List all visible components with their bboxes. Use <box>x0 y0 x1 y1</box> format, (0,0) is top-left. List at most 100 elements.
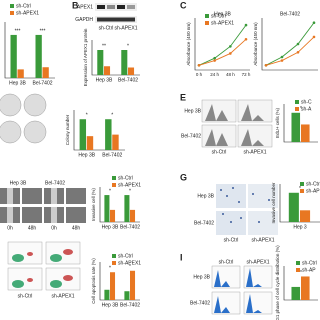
annotation: sh-Ctrl <box>99 25 114 31</box>
axis <box>261 18 318 71</box>
legend-swatch <box>10 11 14 15</box>
legend-swatch <box>295 107 299 111</box>
annotation: sh-Ctrl <box>18 293 33 299</box>
bar <box>291 112 301 142</box>
x-tick-label: Bel-7402 <box>120 224 140 230</box>
annotation: 0h <box>7 225 13 231</box>
bar <box>10 34 17 78</box>
point <box>296 50 300 54</box>
annotation: 48h <box>72 225 81 231</box>
annotation: Hep 3B <box>10 180 27 186</box>
wound-gaps <box>7 188 57 223</box>
bar <box>124 291 130 300</box>
legend-swatch <box>300 189 304 193</box>
legend-label: sh-A <box>301 106 312 112</box>
point <box>213 59 216 62</box>
significance: ** <box>102 43 106 49</box>
annotation: sh-APEX1 <box>243 149 266 155</box>
x-tick-label: Bel-7402 <box>118 77 138 83</box>
bar <box>97 50 104 75</box>
band <box>97 17 135 22</box>
significance: *** <box>40 28 46 34</box>
y-axis-label: Cell apoptosis rate (%) <box>91 258 96 304</box>
y-axis-label: Invasive cell number <box>271 182 276 224</box>
significance: *** <box>15 28 21 34</box>
bar <box>124 195 130 222</box>
band <box>97 5 105 9</box>
x-tick-label: Bel-7402 <box>120 302 140 308</box>
chart-title: Hep 3B <box>214 11 231 17</box>
legend-label: sh-Ctrl <box>306 181 320 187</box>
significance: * <box>109 188 111 194</box>
legend-swatch <box>296 268 300 272</box>
annotation: APEX1 <box>77 4 93 10</box>
point <box>280 59 284 62</box>
legend-swatch <box>295 100 299 104</box>
point <box>244 23 248 27</box>
bar <box>288 192 299 222</box>
y-axis-label: Colony number <box>65 114 70 145</box>
bar <box>42 67 49 78</box>
annotation: sh-Ctrl <box>224 237 239 243</box>
bar <box>130 270 136 300</box>
y-axis-label: Expression of APEX1 protein <box>83 28 88 86</box>
legend-label: sh-APEX1 <box>118 182 141 188</box>
panel-letter: G <box>180 172 187 182</box>
panel-letter: E <box>180 92 186 102</box>
legend-swatch <box>112 254 116 258</box>
point <box>213 56 216 60</box>
legend-swatch <box>112 176 116 180</box>
x-tick-label: 48 h <box>226 72 235 77</box>
bar <box>110 209 116 222</box>
annotation: sh-APEX1 <box>251 237 274 243</box>
significance: * <box>129 188 131 194</box>
bar <box>291 286 301 300</box>
annotation: sh-Ctrl <box>219 259 234 265</box>
significance: * <box>300 270 302 276</box>
bar <box>104 195 110 222</box>
legend-swatch <box>296 261 300 265</box>
annotation: Bel-7402 <box>45 180 65 186</box>
annotation: sh-APEX1 <box>246 259 269 265</box>
axis <box>194 18 250 71</box>
y-axis-label: Absorbance (450 nm) <box>253 22 258 66</box>
point <box>197 63 201 67</box>
point <box>280 55 284 59</box>
annotation: Bel-7402 <box>181 133 201 139</box>
x-tick-label: Hep 3B <box>102 224 119 230</box>
x-tick-label: Bel-7402 <box>32 80 52 86</box>
legend-label: sh-AP <box>302 267 316 273</box>
significance: * <box>86 113 88 119</box>
band <box>127 5 135 9</box>
annotation: Hep 3B <box>184 108 201 114</box>
annotation: Hep 3B <box>197 193 214 199</box>
y-axis-label: G1 phase of cell cycle distribution (%) <box>275 245 280 320</box>
bar <box>130 209 136 222</box>
significance: * <box>109 266 111 272</box>
annotation: GAPDH <box>75 17 93 23</box>
legend-label: sh-Ctrl <box>302 260 317 266</box>
x-tick-label: Hep 3B <box>102 302 119 308</box>
x-tick-label: Hep 3 <box>293 224 307 230</box>
annotation: sh-APEX1 <box>51 293 74 299</box>
cell-cycle-histograms <box>211 265 273 315</box>
line <box>265 22 315 66</box>
blot <box>95 3 137 11</box>
annotation: sh-Ctrl <box>212 149 227 155</box>
panel-letter: B <box>72 0 79 10</box>
bar <box>301 276 310 300</box>
bar <box>121 50 128 75</box>
line <box>265 36 315 66</box>
flow-scatter <box>7 241 81 291</box>
bar <box>17 69 24 78</box>
point <box>244 37 248 41</box>
panel-letter: I <box>180 252 183 262</box>
legend-swatch <box>112 261 116 265</box>
invasion-images <box>216 184 278 235</box>
annotation: sh-APEX1 <box>114 25 137 31</box>
significance: * <box>111 113 113 119</box>
x-tick-label: 24 h <box>210 72 219 77</box>
y-axis-label: EdU+ cells (%) <box>275 108 280 138</box>
bar <box>112 134 119 150</box>
legend-label: sh-C <box>301 99 312 105</box>
